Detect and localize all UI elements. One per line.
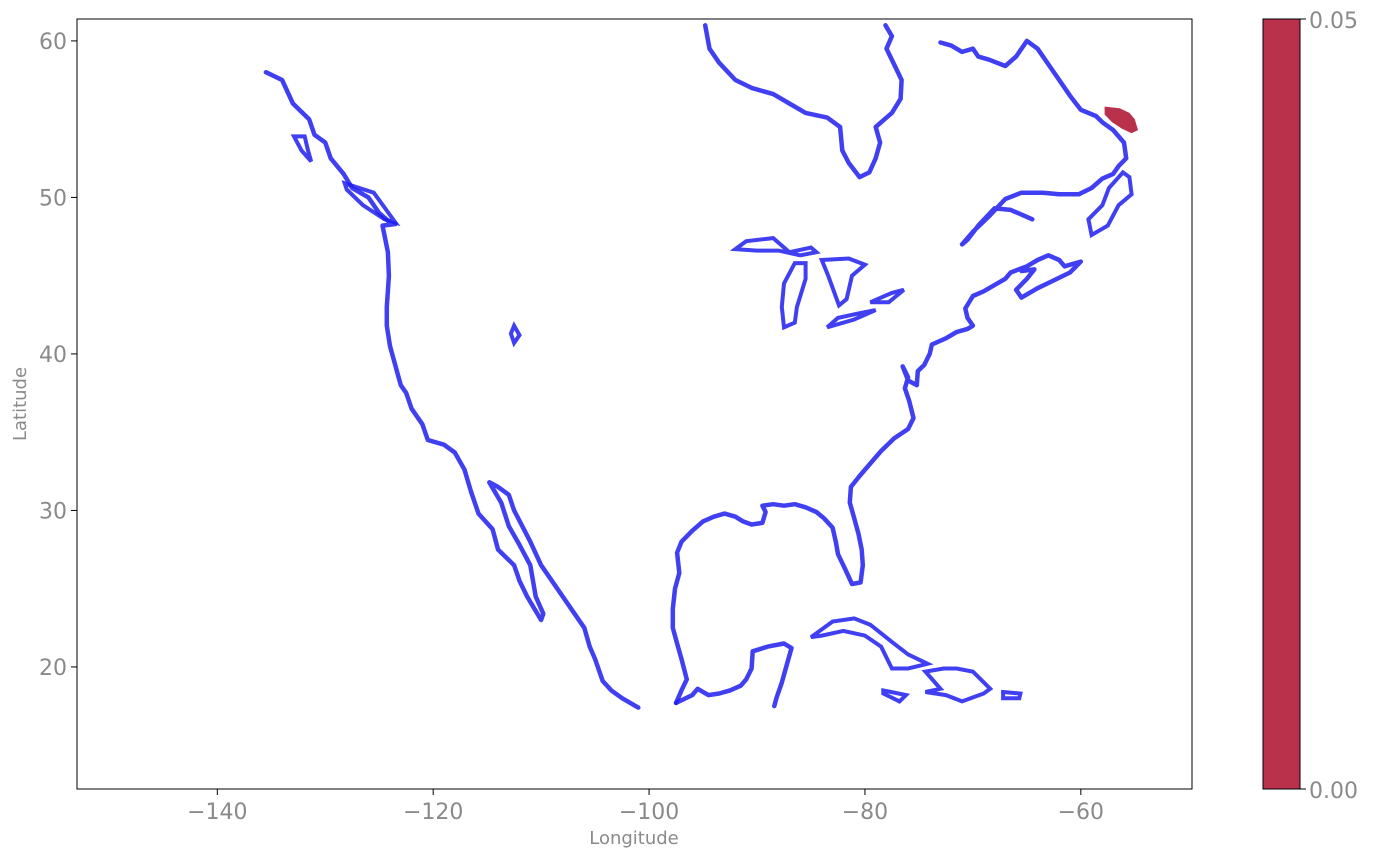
x-axis-label: Longitude <box>589 828 679 849</box>
island-outline-8 <box>779 261 808 331</box>
x-tick-label: −120 <box>403 800 463 825</box>
y-tick-label: 50 <box>39 186 67 211</box>
y-tick-label: 60 <box>39 30 67 55</box>
highlight-area-0 <box>1104 106 1138 134</box>
island-outline-1 <box>809 616 934 671</box>
y-tick-label: 30 <box>39 499 67 524</box>
island-outline-12 <box>508 321 522 348</box>
island-outline-2 <box>921 666 994 704</box>
island-outline-10 <box>869 287 906 305</box>
x-tick-label: −80 <box>842 800 888 825</box>
x-axis-ticks: −140 −120 −100 −80 −60 <box>187 789 1104 825</box>
island-outline-7 <box>729 236 821 258</box>
colorbar <box>1262 18 1301 790</box>
island-outline-3 <box>881 687 911 704</box>
coastline-segment-1 <box>673 641 794 709</box>
plot-frame <box>76 18 1193 790</box>
map-plot-area <box>263 23 1138 710</box>
coastline-segment-4 <box>702 23 904 180</box>
island-outline-9 <box>825 308 877 330</box>
coastline-segment-2 <box>670 253 1084 706</box>
island-outline-11 <box>818 256 869 309</box>
x-tick-label: −140 <box>187 800 247 825</box>
coastline-segment-0 <box>263 69 641 710</box>
island-outline-4 <box>1001 689 1023 701</box>
y-tick-label: 40 <box>39 343 67 368</box>
coastline-segment-3 <box>938 38 1129 247</box>
y-axis-ticks: 20 30 40 50 60 <box>39 30 77 681</box>
y-axis-label: Latitude <box>10 367 31 441</box>
x-tick-label: −60 <box>1058 800 1104 825</box>
y-tick-label: 20 <box>39 656 67 681</box>
island-outline-6 <box>341 180 401 227</box>
island-outline-5 <box>290 134 314 163</box>
colorbar-tick-label-min: 0.00 <box>1309 779 1358 804</box>
island-outline-0 <box>1086 169 1134 239</box>
x-tick-label: −100 <box>619 800 679 825</box>
colorbar-tick-label-max: 0.05 <box>1309 9 1358 34</box>
